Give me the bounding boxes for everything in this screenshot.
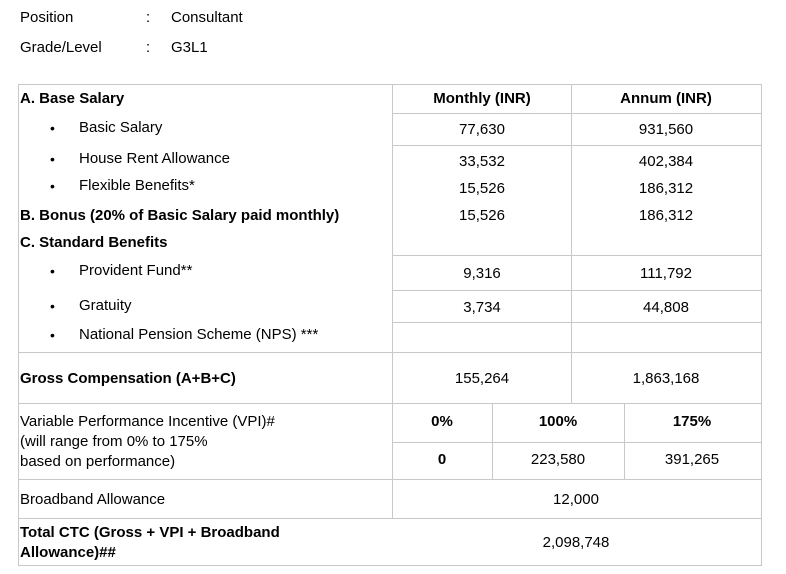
bullet: • — [50, 263, 55, 279]
hra-label: House Rent Allowance — [79, 150, 230, 167]
grid-line — [392, 322, 762, 323]
section-b-title: B. Bonus (20% of Basic Salary paid month… — [20, 207, 340, 224]
basic-salary-label: Basic Salary — [79, 119, 163, 136]
gross-monthly: 155,264 — [454, 370, 510, 387]
nps-label: National Pension Scheme (NPS) *** — [79, 326, 319, 343]
position-label: Position — [20, 9, 74, 26]
flexible-benefits-monthly: 15,526 — [459, 180, 505, 197]
vpi-amount-0: 0 — [437, 451, 447, 468]
provident-fund-monthly: 9,316 — [463, 265, 501, 282]
monthly-header: Monthly (INR) — [433, 90, 531, 107]
vpi-amount-100: 223,580 — [530, 451, 586, 468]
position-colon: : — [146, 9, 151, 26]
grid-line — [492, 403, 493, 480]
flexible-benefits-annum: 186,312 — [638, 180, 694, 197]
grid-line — [392, 84, 393, 519]
annum-header: Annum (INR) — [620, 90, 712, 107]
vpi-amount-175: 391,265 — [664, 451, 720, 468]
gratuity-label: Gratuity — [79, 297, 132, 314]
grid-line — [392, 290, 762, 291]
bullet: • — [50, 151, 55, 167]
grid-line — [18, 352, 762, 353]
grid-line — [18, 479, 762, 480]
grid-line — [392, 145, 762, 146]
section-c-title: C. Standard Benefits — [20, 234, 168, 251]
grid-line — [392, 113, 762, 114]
broadband-value: 12,000 — [553, 491, 599, 508]
section-a-title: A. Base Salary — [20, 90, 125, 107]
total-label-line2: Allowance)## — [20, 544, 116, 561]
bullet: • — [50, 327, 55, 343]
vpi-label-line1: Variable Performance Incentive (VPI)# — [20, 413, 275, 430]
hra-annum: 402,384 — [638, 153, 694, 170]
vpi-label-line2: (will range from 0% to 175% — [20, 433, 208, 450]
vpi-percent-175: 175% — [672, 413, 712, 430]
bonus-annum: 186,312 — [638, 207, 694, 224]
bullet: • — [50, 120, 55, 136]
grid-line — [18, 84, 19, 566]
flexible-benefits-label: Flexible Benefits* — [79, 177, 195, 194]
gratuity-monthly: 3,734 — [463, 299, 501, 316]
grade-label: Grade/Level — [20, 39, 102, 56]
grid-line — [18, 84, 762, 85]
basic-salary-monthly: 77,630 — [459, 121, 505, 138]
provident-fund-label: Provident Fund** — [79, 262, 193, 279]
position-value: Consultant — [171, 9, 243, 26]
grid-line — [18, 565, 762, 566]
vpi-label-line3: based on performance) — [20, 453, 176, 470]
vpi-percent-0: 0% — [431, 413, 453, 430]
total-label-line1: Total CTC (Gross + VPI + Broadband — [20, 524, 280, 541]
bonus-monthly: 15,526 — [459, 207, 505, 224]
grade-colon: : — [146, 39, 151, 56]
bullet: • — [50, 178, 55, 194]
hra-monthly: 33,532 — [459, 153, 505, 170]
basic-salary-annum: 931,560 — [638, 121, 694, 138]
gross-label: Gross Compensation (A+B+C) — [20, 370, 236, 387]
grade-value: G3L1 — [171, 39, 208, 56]
provident-fund-annum: 111,792 — [640, 265, 692, 282]
broadband-label: Broadband Allowance — [20, 491, 166, 508]
gross-annum: 1,863,168 — [632, 370, 700, 387]
vpi-percent-100: 100% — [538, 413, 578, 430]
grid-line — [571, 84, 572, 404]
total-value: 2,098,748 — [542, 534, 610, 551]
grid-line — [18, 403, 762, 404]
grid-line — [392, 442, 762, 443]
grid-line — [761, 84, 762, 566]
grid-line — [392, 255, 762, 256]
grid-line — [624, 403, 625, 480]
bullet: • — [50, 298, 55, 314]
gratuity-annum: 44,808 — [643, 299, 689, 316]
grid-line — [18, 518, 762, 519]
